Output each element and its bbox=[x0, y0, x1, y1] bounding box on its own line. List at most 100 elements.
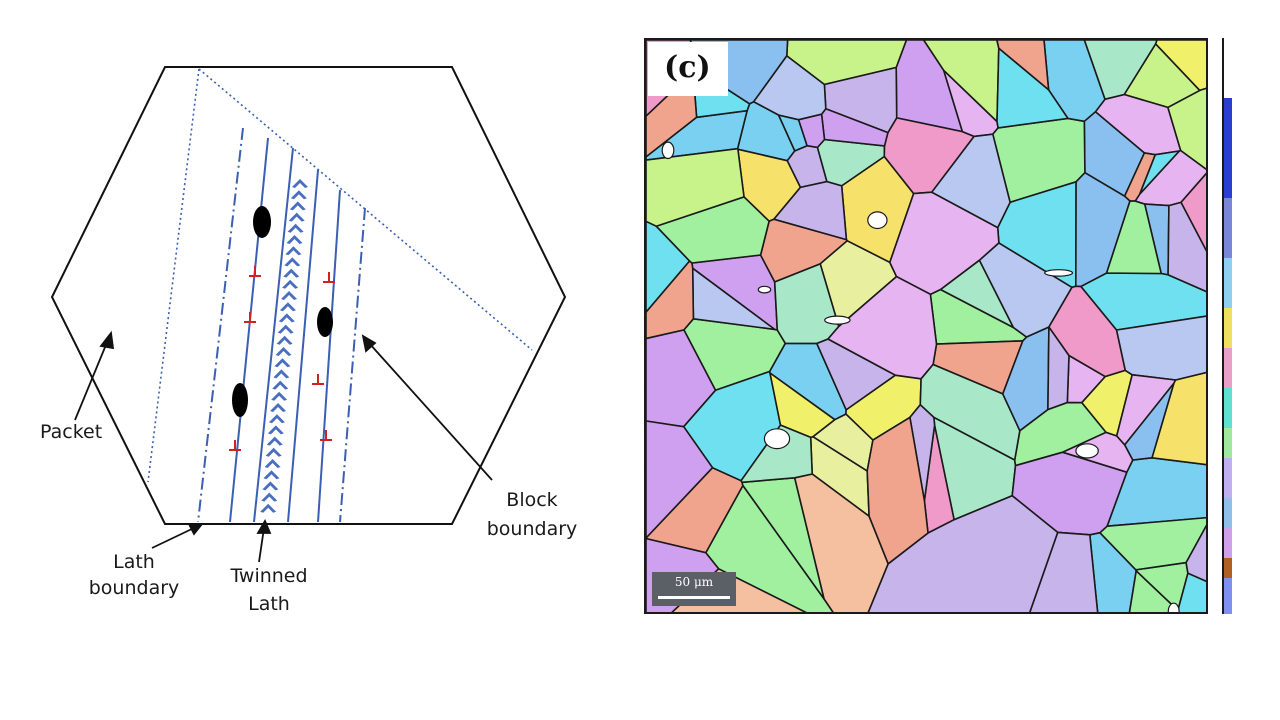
twin-chevron bbox=[273, 369, 290, 379]
lath-boundary-arrowhead bbox=[187, 523, 204, 536]
dislocation-symbol bbox=[320, 430, 332, 441]
twin-chevron bbox=[281, 291, 298, 300]
twin-chevron bbox=[285, 246, 302, 256]
grain bbox=[1128, 569, 1180, 612]
precipitate-particle bbox=[317, 307, 333, 337]
twin-chevron bbox=[274, 358, 291, 368]
twin-chevron bbox=[268, 414, 285, 424]
adjacent-panel-grain bbox=[1224, 348, 1232, 388]
twin-chevron bbox=[266, 436, 283, 446]
adjacent-panel-grain bbox=[1224, 428, 1232, 458]
dislocation-symbol bbox=[229, 440, 241, 451]
dislocation-symbol bbox=[312, 374, 324, 385]
grain bbox=[996, 40, 1050, 92]
block-boundary-right bbox=[339, 207, 366, 523]
grain bbox=[978, 241, 1073, 338]
grain bbox=[646, 147, 745, 228]
twin-chevron bbox=[265, 447, 282, 457]
precipitate-particle bbox=[253, 206, 271, 238]
prior-austenite-grain-hexagon bbox=[50, 66, 567, 525]
twin-chevron bbox=[262, 481, 279, 491]
twin-chevron bbox=[286, 235, 303, 244]
twin-chevron bbox=[267, 425, 284, 435]
adjacent-panel-grain bbox=[1224, 528, 1232, 558]
lath-boundary-label-line2: boundary bbox=[89, 577, 180, 599]
ebsd-orientation-map: (c) 50 μm bbox=[644, 38, 1208, 614]
packet-label: Packet bbox=[40, 421, 102, 443]
twin-chevron bbox=[287, 223, 304, 233]
unindexed-region bbox=[867, 211, 888, 230]
dislocation-symbol bbox=[323, 272, 335, 283]
scale-bar-line bbox=[658, 596, 730, 599]
twin-chevron bbox=[275, 347, 292, 356]
adjacent-panel-grain bbox=[1224, 198, 1232, 258]
adjacent-panel-grain bbox=[1224, 308, 1232, 348]
twin-chevron bbox=[283, 268, 300, 278]
grain bbox=[1139, 149, 1182, 195]
twin-chevron bbox=[284, 257, 301, 267]
twin-chevron bbox=[264, 459, 281, 468]
adjacent-panel-grain bbox=[1224, 258, 1232, 308]
unindexed-region bbox=[763, 428, 791, 450]
grain bbox=[1074, 171, 1131, 288]
unindexed-region bbox=[757, 285, 772, 294]
twin-chevron bbox=[278, 313, 295, 323]
scale-bar: 50 μm bbox=[652, 572, 736, 606]
block-boundary-arrow bbox=[368, 342, 493, 481]
twin-chevron bbox=[261, 492, 278, 502]
lath-boundary-line bbox=[253, 147, 294, 523]
grain bbox=[768, 371, 837, 439]
scale-bar-label: 50 μm bbox=[674, 575, 714, 589]
precipitate-particle bbox=[232, 383, 248, 417]
packet-arrow bbox=[74, 339, 109, 421]
unindexed-region bbox=[661, 141, 675, 160]
twinned-lath-label-line1: Twinned bbox=[229, 565, 307, 587]
lath-boundary-line bbox=[317, 189, 341, 523]
adjacent-panel-grain bbox=[1224, 98, 1232, 138]
twin-chevron bbox=[290, 190, 307, 200]
packet-boundary-left bbox=[147, 68, 200, 483]
twin-chevron bbox=[263, 470, 280, 480]
adjacent-panel-edge bbox=[1222, 38, 1232, 614]
lath-boundary-line bbox=[229, 137, 269, 523]
grain bbox=[1167, 201, 1206, 293]
twin-chevron bbox=[272, 380, 289, 390]
grain-map bbox=[646, 40, 1206, 612]
twin-chevron bbox=[277, 324, 294, 334]
unindexed-region bbox=[1075, 443, 1099, 459]
grain bbox=[1115, 373, 1177, 447]
unindexed-region bbox=[1167, 602, 1180, 612]
block-boundary-label-line2: boundary bbox=[487, 518, 578, 540]
twin-chevron bbox=[260, 503, 277, 513]
twin-chevron bbox=[279, 302, 296, 312]
lath-boundary-arrow bbox=[151, 526, 197, 549]
packet-arrowhead bbox=[99, 330, 115, 350]
grain bbox=[866, 416, 929, 566]
adjacent-panel-grain bbox=[1224, 138, 1232, 198]
twin-chevron bbox=[292, 179, 308, 188]
dislocation-symbols bbox=[229, 266, 335, 451]
twin-chevron bbox=[276, 335, 293, 345]
block-boundary-label-line1: Block bbox=[506, 489, 557, 511]
block-boundary-left bbox=[197, 127, 244, 523]
twin-chevron bbox=[289, 201, 306, 211]
unindexed-region bbox=[1044, 269, 1074, 277]
grain bbox=[826, 275, 938, 380]
twin-chevron bbox=[271, 391, 288, 401]
grain bbox=[646, 420, 714, 540]
grain bbox=[1185, 524, 1206, 583]
twin-chevron bbox=[282, 279, 299, 289]
grain bbox=[1083, 40, 1158, 101]
unindexed-region bbox=[824, 315, 851, 325]
adjacent-panel-grain bbox=[1224, 38, 1232, 98]
grain bbox=[919, 363, 1021, 462]
grain bbox=[752, 54, 827, 121]
grain bbox=[740, 424, 814, 484]
grain bbox=[867, 494, 1059, 612]
lath-martensite-schematic: Packet Lath boundary Twinned Lath Block … bbox=[40, 66, 578, 615]
twinned-lath-arrowhead bbox=[256, 518, 272, 534]
adjacent-panel-grain bbox=[1224, 578, 1232, 614]
adjacent-panel-grain bbox=[1224, 498, 1232, 528]
grain bbox=[930, 133, 1011, 229]
dislocation-symbol bbox=[244, 312, 256, 323]
